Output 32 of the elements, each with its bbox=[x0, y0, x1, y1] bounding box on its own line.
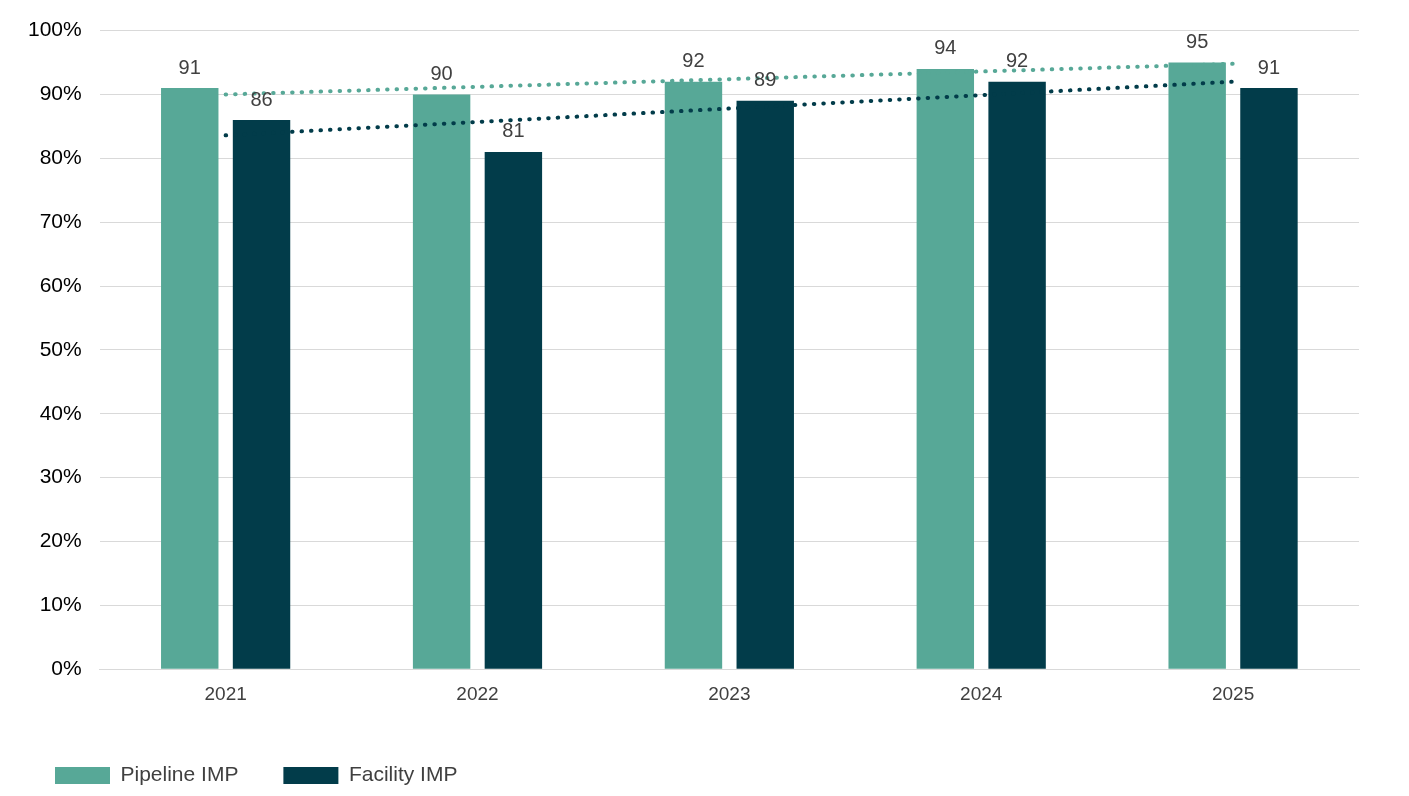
y-tick-label: 100% bbox=[27, 17, 82, 41]
bar bbox=[484, 151, 543, 669]
y-tick-label: 90% bbox=[39, 81, 82, 105]
y-tick-label: 0% bbox=[51, 656, 82, 679]
data-label: 81 bbox=[502, 119, 525, 142]
y-tick-label: 70% bbox=[39, 208, 82, 232]
bar bbox=[1240, 88, 1298, 669]
bar bbox=[161, 88, 219, 669]
x-tick-label: 2021 bbox=[204, 682, 247, 704]
y-tick-label: 30% bbox=[39, 464, 82, 488]
y-tick-label: 60% bbox=[39, 272, 82, 296]
y-tick-label: 50% bbox=[39, 336, 82, 360]
data-label: 94 bbox=[934, 36, 957, 59]
bar bbox=[412, 94, 471, 669]
x-tick-label: 2023 bbox=[708, 682, 751, 704]
data-label: 91 bbox=[1257, 55, 1281, 78]
x-tick-label: 2022 bbox=[456, 682, 499, 704]
y-tick-label: 40% bbox=[39, 400, 82, 424]
legend-label: Facility IMP bbox=[348, 762, 458, 786]
y-tick-label: 80% bbox=[39, 145, 82, 169]
legend-label: Pipeline IMP bbox=[120, 762, 239, 786]
data-label: 92 bbox=[682, 49, 705, 72]
x-tick-label: 2025 bbox=[1211, 682, 1255, 704]
data-label: 89 bbox=[754, 68, 777, 91]
data-label: 90 bbox=[430, 61, 453, 84]
data-label: 92 bbox=[1005, 49, 1029, 72]
data-label: 86 bbox=[250, 87, 273, 110]
y-tick-label: 20% bbox=[39, 528, 82, 552]
y-tick-label: 10% bbox=[39, 592, 82, 616]
x-tick-label: 2024 bbox=[960, 682, 1003, 704]
data-label: 95 bbox=[1186, 30, 1209, 53]
data-label: 91 bbox=[178, 55, 201, 78]
